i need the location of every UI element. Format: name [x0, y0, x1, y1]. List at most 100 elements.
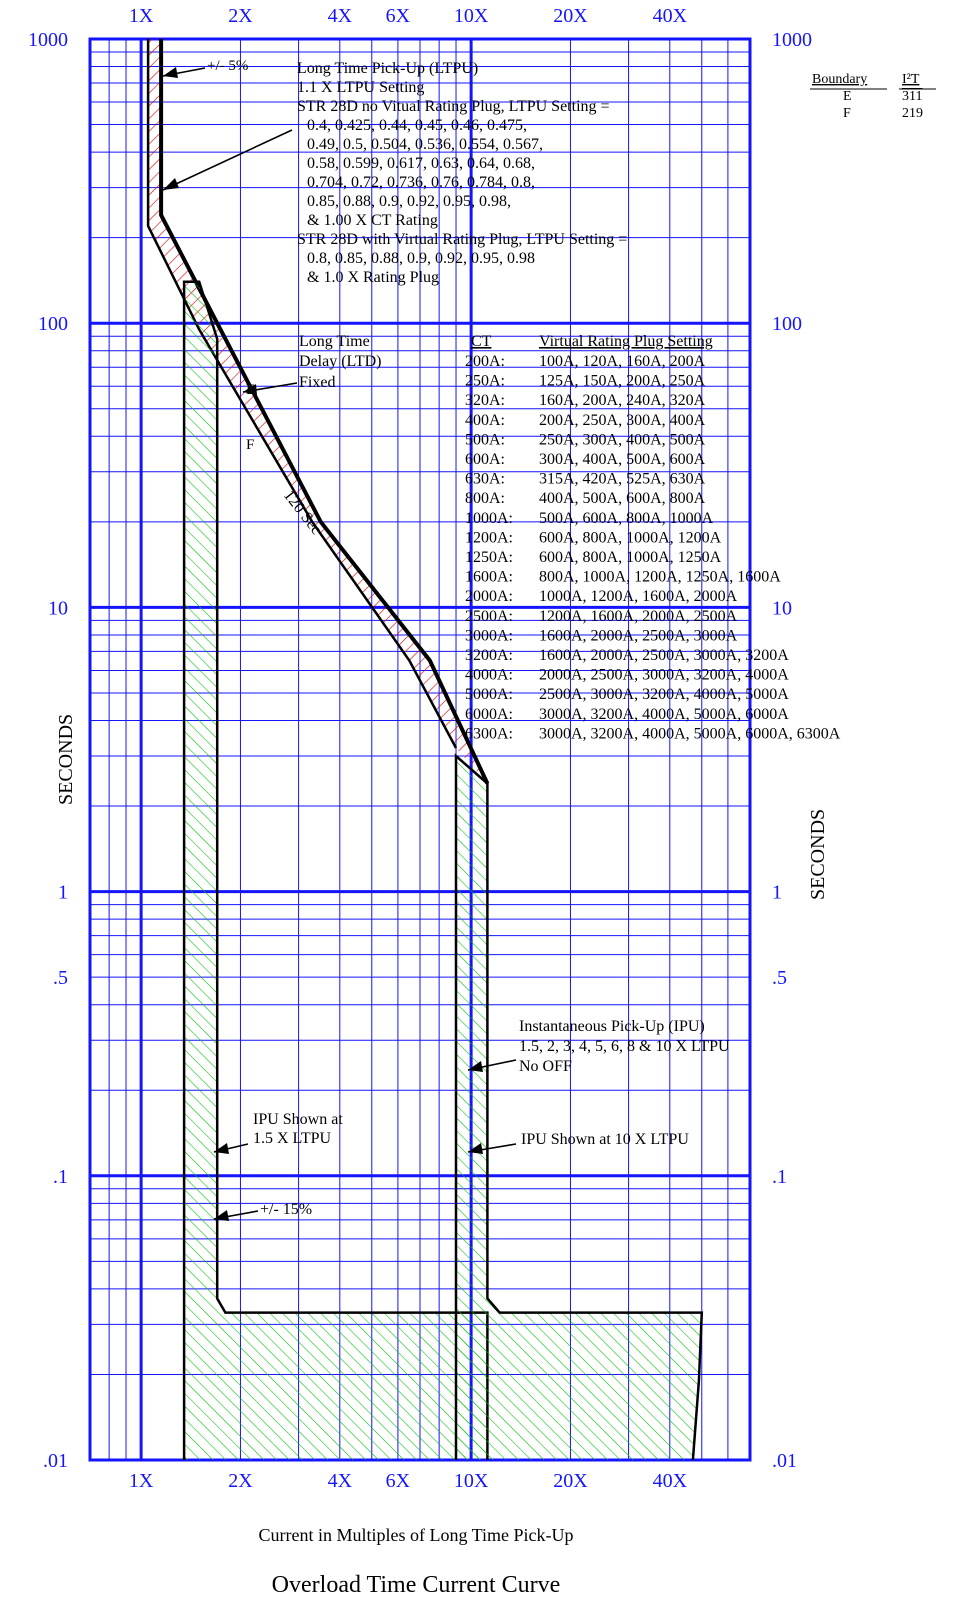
rating-ct-cell: 200A:	[465, 353, 505, 370]
ltd-line: Fixed	[299, 374, 335, 391]
rating-setting-cell: 3000A, 3200A, 4000A, 5000A, 6000A, 6300A	[539, 725, 841, 742]
ltd-line: Delay (LTD)	[299, 353, 382, 370]
rating-ct-cell: 630A:	[465, 471, 505, 488]
i2t-header: I²T	[902, 72, 920, 87]
ltpu-line: & 1.0 X Rating Plug	[307, 269, 439, 286]
rating-setting-cell: 100A, 120A, 160A, 200A	[539, 353, 706, 370]
x-tick-label: 2X	[228, 1470, 253, 1492]
y-tick-label-right: .5	[772, 967, 787, 989]
i2t-cell: 311	[902, 89, 922, 104]
x-tick-label: 40X	[653, 5, 688, 27]
y-tick-label-right: 100	[772, 313, 802, 335]
ltpu-line: 1.1 X LTPU Setting	[297, 79, 424, 96]
ltpu-line: 0.85, 0.88, 0.9, 0.92, 0.95, 0.98,	[307, 193, 511, 210]
ltd-line: Long Time	[299, 333, 370, 350]
rating-ct-cell: 2500A:	[465, 608, 513, 625]
rating-ct-cell: 400A:	[465, 412, 505, 429]
rating-ct-cell: 320A:	[465, 392, 505, 409]
ipu-15-line: 1.5 X LTPU	[253, 1130, 332, 1147]
rating-ct-cell: 3200A:	[465, 647, 513, 664]
x-tick-label: 6X	[386, 5, 411, 27]
rating-setting-cell: 315A, 420A, 525A, 630A	[539, 471, 706, 488]
x-tick-label: 40X	[653, 1470, 688, 1492]
rating-setting-cell: 250A, 300A, 400A, 500A	[539, 431, 706, 448]
rating-ct-cell: 1000A:	[465, 510, 513, 527]
rating-ct-cell: 6000A:	[465, 706, 513, 723]
ltpu-line: 0.4, 0.425, 0.44, 0.45, 0.46, 0.475,	[307, 117, 527, 134]
rating-setting-cell: 1000A, 1200A, 1600A, 2000A	[539, 588, 738, 605]
x-tick-label: 4X	[328, 1470, 353, 1492]
rating-setting-cell: 1600A, 2000A, 2500A, 3000A	[539, 627, 738, 644]
rating-ct-cell: 6300A:	[465, 725, 513, 742]
ltpu-annotation: Long Time Pick-Up (LTPU) 1.1 X LTPU Sett…	[297, 60, 627, 286]
annotations: +/- 5% Long Time Pick-Up (LTPU) 1.1 X LT…	[55, 58, 936, 1598]
boundary-cell: E	[843, 89, 852, 104]
x-tick-label: 10X	[454, 1470, 489, 1492]
x-tick-label: 10X	[454, 5, 489, 27]
ltpu-line: 0.58, 0.599, 0.617, 0.63, 0.64, 0.68,	[307, 155, 535, 172]
boundary-e-label: E	[246, 382, 255, 398]
rating-plug-table: CT Virtual Rating Plug Setting 200A: 100A…	[465, 333, 841, 742]
ltpu-line: 0.49, 0.5, 0.504, 0.536, 0.554, 0.567,	[307, 136, 543, 153]
rating-setting-cell: 2500A, 3000A, 3200A, 4000A, 5000A	[539, 686, 789, 703]
x-tick-label: 2X	[228, 5, 253, 27]
rating-ct-cell: 500A:	[465, 431, 505, 448]
y-tick-label-left: 100	[38, 313, 68, 335]
y-axis-label-right: SECONDS	[807, 809, 829, 900]
rating-ct-cell: 600A:	[465, 451, 505, 468]
boundary-cell: F	[843, 106, 851, 121]
boundary-table: Boundary I²T E 311 F 219	[810, 72, 936, 121]
i2t-cell: 219	[902, 106, 923, 121]
x-tick-label: 4X	[328, 5, 353, 27]
y-tick-label-left: .01	[43, 1450, 68, 1472]
ltd-band-right-edge	[159, 39, 490, 785]
ltd-band-left-edge	[146, 39, 458, 749]
rating-setting-cell: 1600A, 2000A, 2500A, 3000A, 3200A	[539, 647, 789, 664]
rating-setting-cell: 200A, 250A, 300A, 400A	[539, 412, 706, 429]
ltpu-line: 0.704, 0.72, 0.736, 0.76, 0.784, 0.8,	[307, 174, 535, 191]
x-tick-label: 20X	[553, 5, 588, 27]
ltpu-line: Long Time Pick-Up (LTPU)	[297, 60, 478, 77]
ct-header: CT	[471, 333, 492, 350]
ipu-15x-band-fill	[184, 281, 488, 1461]
rating-ct-cell: 1250A:	[465, 549, 513, 566]
ipu-line: Instantaneous Pick-Up (IPU)	[519, 1018, 705, 1035]
rating-setting-cell: 500A, 600A, 800A, 1000A	[539, 510, 714, 527]
boundary-f-label: F	[246, 437, 254, 453]
y-tick-label-left: .1	[53, 1166, 68, 1188]
ltpu-line: 0.8, 0.85, 0.88, 0.9, 0.92, 0.95, 0.98	[307, 250, 535, 267]
ipu-10-label: IPU Shown at 10 X LTPU	[521, 1131, 689, 1148]
y-tick-label-left: 10	[48, 597, 68, 619]
ipu-10x-band-fill	[456, 756, 702, 1460]
ltpu-line: & 1.00 X CT Rating	[307, 212, 438, 229]
rating-setting-cell: 2000A, 2500A, 3000A, 3200A, 4000A	[539, 667, 789, 684]
y-tick-label-right: 1000	[772, 29, 812, 51]
rating-ct-cell: 5000A:	[465, 686, 513, 703]
boundary-header: Boundary	[812, 72, 867, 87]
x-tick-label: 1X	[129, 1470, 154, 1492]
y-tick-label-left: 1000	[28, 29, 68, 51]
arrow-ltpu	[162, 129, 293, 191]
rating-setting-cell: 300A, 400A, 500A, 600A	[539, 451, 706, 468]
y-axis-label-left: SECONDS	[55, 714, 77, 805]
ipu-15-annotation: IPU Shown at 1.5 X LTPU	[253, 1111, 343, 1147]
rating-setting-cell: 1200A, 1600A, 2000A, 2500A	[539, 608, 738, 625]
y-tick-label-left: .5	[53, 967, 68, 989]
axis-ticks: 1X 1X 2X 2X 4X 4X 6X 6X 10X 10X 20X 20X 40X 40X 1000 10…	[28, 5, 812, 1492]
y-tick-label-right: .01	[772, 1450, 797, 1472]
ltpu-line: STR 28D no Vitual Rating Plug, LTPU Sett…	[297, 98, 610, 115]
ipu-10x-band-edge	[454, 753, 704, 1461]
ipu-15-line: IPU Shown at	[253, 1111, 343, 1128]
ipu-annotation: Instantaneous Pick-Up (IPU) 1.5, 2, 3, 4…	[519, 1018, 730, 1075]
x-tick-label: 6X	[386, 1470, 411, 1492]
rating-setting-cell: 160A, 200A, 240A, 320A	[539, 392, 706, 409]
rating-setting-cell: 400A, 500A, 600A, 800A	[539, 490, 706, 507]
tol-15-label: +/- 15%	[260, 1201, 312, 1218]
rating-ct-cell: 1600A:	[465, 569, 513, 586]
x-tick-label: 1X	[129, 5, 154, 27]
rating-ct-cell: 250A:	[465, 373, 505, 390]
x-tick-label: 20X	[553, 1470, 588, 1492]
curve-bands	[146, 39, 704, 1461]
rating-ct-cell: 3000A:	[465, 627, 513, 644]
